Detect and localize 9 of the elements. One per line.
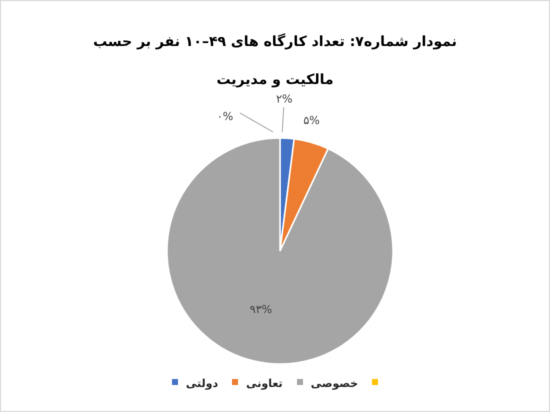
pie-slice bbox=[166, 137, 394, 365]
legend-label: تعاونی bbox=[246, 377, 283, 390]
data-label: ۵% bbox=[303, 114, 320, 127]
data-label: ۹۳% bbox=[250, 302, 272, 316]
chart-title: نمودار شماره۷: تعداد کارگاه های ۴۹–۱۰ نفر بر حسب مالکیت و مدیریت bbox=[93, 34, 457, 88]
data-label: ۲% bbox=[276, 92, 292, 105]
legend-label: دولتی bbox=[186, 377, 218, 390]
legend-label: خصوصی bbox=[310, 377, 358, 390]
text: ۰% bbox=[216, 110, 234, 122]
